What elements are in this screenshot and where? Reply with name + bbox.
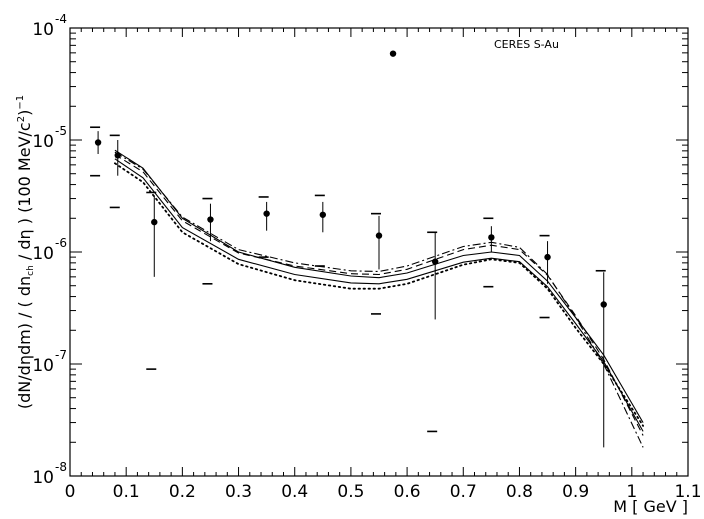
x-tick-label: 0.7 (450, 482, 477, 502)
y-tick-exponent: -6 (55, 236, 67, 250)
data-points (90, 50, 607, 448)
y-tick-exponent: -7 (55, 348, 67, 362)
y-tick-label: 10 (32, 20, 54, 40)
x-tick-label: 0.1 (113, 482, 140, 502)
data-point (151, 218, 158, 226)
x-tick-label: 0.8 (506, 482, 533, 502)
data-point (389, 50, 397, 57)
y-tick-label: 10 (32, 356, 54, 376)
x-tick-label: 0 (65, 482, 76, 502)
model-curve-solid (114, 158, 644, 432)
y-tick-label: 10 (32, 244, 54, 264)
y-tick-labels: 10-810-710-610-510-4 (32, 12, 67, 488)
model-curve-solid (114, 149, 644, 423)
annotation-ceres: CERES S-Au (494, 38, 559, 51)
x-tick-label: 0.2 (169, 482, 196, 502)
data-point (114, 152, 121, 159)
data-point (375, 232, 383, 239)
x-tick-label: 1.1 (674, 482, 701, 502)
x-tick-labels: 0 0.1 0.2 0.3 0.4 0.5 0.6 0.7 0.8 0.9 1 1.1 (65, 482, 702, 502)
data-point (319, 211, 327, 218)
y-tick-label: 10 (32, 468, 54, 488)
y-axis-label: (dN/dηdm) / ( dnch / dη ) (100 MeV/c2)−1 (15, 95, 36, 409)
y-tick-exponent: -4 (55, 12, 67, 26)
model-curve-dashed (114, 154, 644, 436)
data-point (600, 301, 607, 308)
x-tick-label: 0.6 (394, 482, 421, 502)
data-point (544, 253, 551, 261)
model-curve-dashdot (114, 151, 644, 448)
x-axis-label: M [ GeV ] (613, 497, 688, 516)
axis-ticks (69, 27, 689, 477)
x-tick-label: 1 (626, 482, 637, 502)
data-point (263, 210, 270, 217)
y-tick-exponent: -5 (55, 124, 67, 138)
y-tick-exponent: -8 (55, 460, 67, 474)
x-tick-label: 0.9 (562, 482, 589, 502)
x-tick-label: 0.3 (225, 482, 252, 502)
x-tick-label: 0.5 (337, 482, 364, 502)
data-point (431, 258, 439, 265)
data-point (207, 216, 214, 223)
model-curve-dotted (114, 162, 644, 427)
data-point (488, 234, 495, 241)
y-tick-label: 10 (32, 132, 54, 152)
model-curves (114, 149, 644, 448)
x-tick-label: 0.4 (281, 482, 308, 502)
data-point (94, 139, 102, 146)
